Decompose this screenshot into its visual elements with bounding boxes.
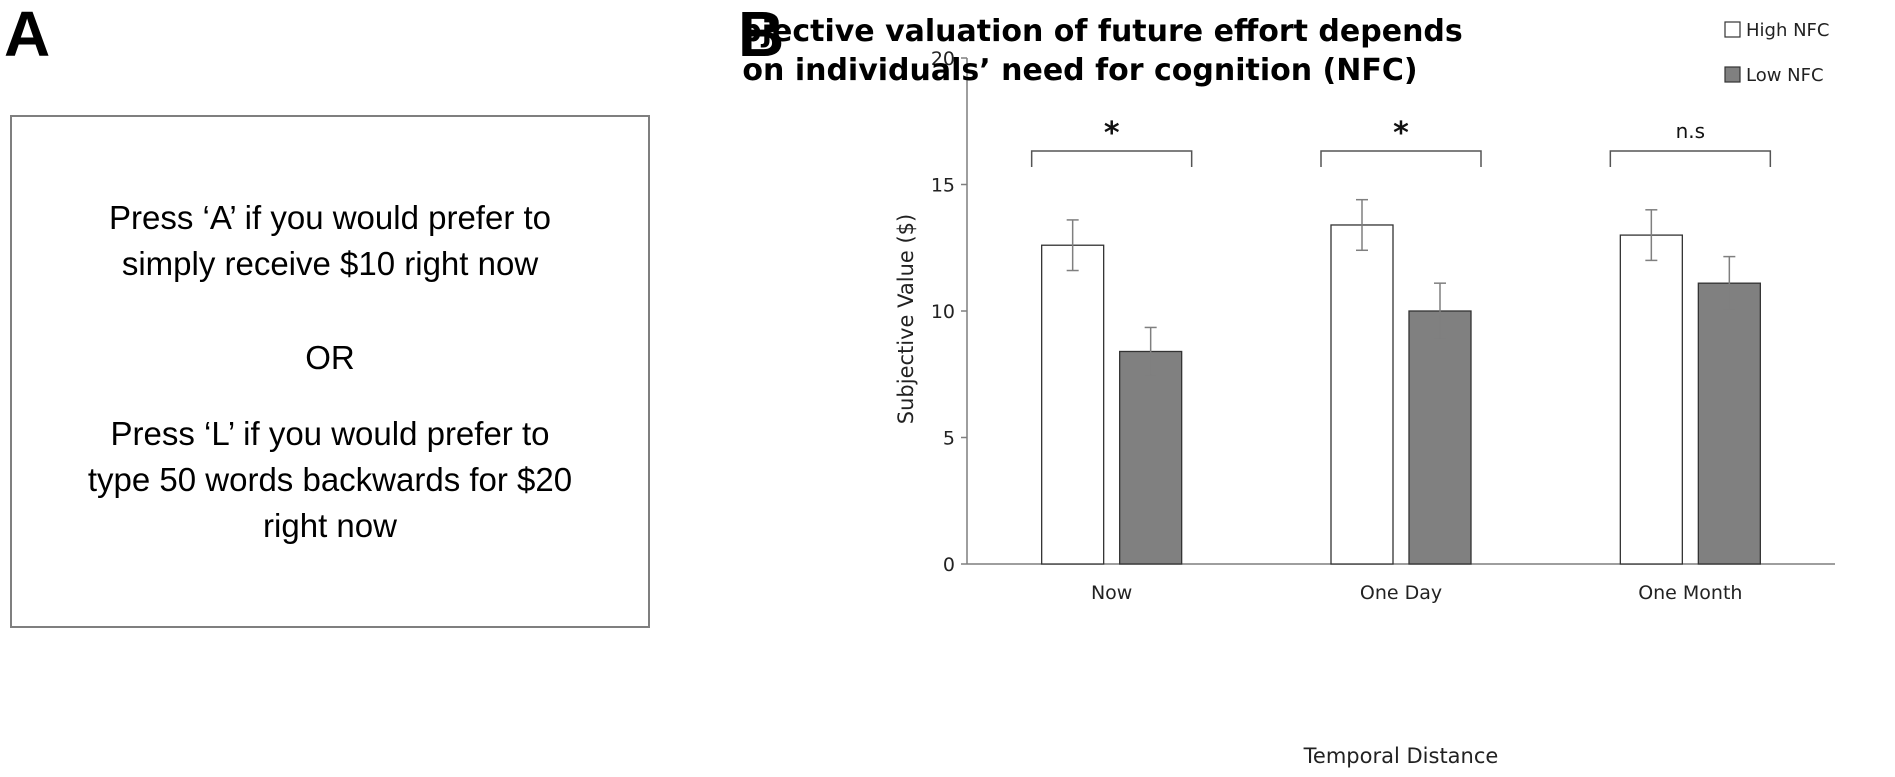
legend-label-high-nfc: High NFC bbox=[1746, 20, 1829, 41]
bar-high-nfc bbox=[1041, 244, 1105, 565]
legend-swatch-high-nfc bbox=[1724, 21, 1741, 38]
legend-swatch-low-nfc bbox=[1724, 66, 1741, 83]
x-tick-label: One Month bbox=[1638, 582, 1742, 604]
legend: High NFC Low NFC bbox=[1724, 20, 1829, 86]
y-tick-label: 15 bbox=[931, 175, 955, 197]
y-tick-label: 20 bbox=[931, 48, 955, 70]
bar-high-nfc bbox=[1330, 224, 1394, 565]
x-axis-title: Temporal Distance bbox=[1303, 744, 1499, 768]
chart-title-line-1: Subjective valuation of future effort de… bbox=[740, 14, 1463, 49]
bar-low-nfc bbox=[1408, 310, 1472, 565]
significance-label: * bbox=[1393, 116, 1409, 151]
significance-bracket bbox=[1030, 150, 1193, 167]
significance-bracket bbox=[1609, 150, 1772, 167]
panel-b-label: B bbox=[738, 0, 785, 70]
significance-brackets: * * n.s bbox=[1030, 116, 1772, 167]
y-tick-label: 10 bbox=[931, 301, 955, 323]
x-tick-label: Now bbox=[1091, 582, 1132, 604]
axis-labels: Now One Day One Month Temporal Distance Subj… bbox=[894, 214, 1742, 768]
option-l-line-2: type 50 words backwards for $20 bbox=[87, 460, 573, 498]
chart-title-line-2: on individuals’ need for cognition (NFC) bbox=[742, 53, 1417, 88]
stimulus-box: Press ‘A’ if you would prefer to simply … bbox=[10, 115, 650, 628]
option-l-line-3: right now bbox=[263, 506, 397, 544]
option-a-line-2: simply receive $10 right now bbox=[121, 244, 539, 282]
y-tick-label: 5 bbox=[943, 428, 955, 450]
bars bbox=[1041, 224, 1761, 565]
significance-label: * bbox=[1104, 116, 1120, 151]
y-axis-title: Subjective Value ($) bbox=[894, 214, 918, 424]
error-bars bbox=[1066, 198, 1736, 377]
x-tick-label: One Day bbox=[1360, 582, 1442, 604]
panel-a-label: A bbox=[4, 0, 51, 70]
bar-chart: 0 5 10 15 20 * * n.s Now One Day One Month Tempor… bbox=[740, 14, 1835, 768]
or-separator: OR bbox=[305, 338, 355, 376]
option-l-line-1: Press ‘L’ if you would prefer to bbox=[110, 414, 550, 452]
significance-bracket bbox=[1320, 150, 1482, 167]
significance-label: n.s bbox=[1676, 119, 1705, 143]
bar-high-nfc bbox=[1619, 234, 1683, 565]
y-tick-label: 0 bbox=[943, 554, 955, 576]
axes: 0 5 10 15 20 bbox=[931, 48, 1835, 576]
option-a-line-1: Press ‘A’ if you would prefer to bbox=[108, 198, 552, 236]
bar-low-nfc bbox=[1697, 282, 1761, 565]
bar-low-nfc bbox=[1119, 350, 1183, 565]
legend-label-low-nfc: Low NFC bbox=[1746, 65, 1824, 86]
